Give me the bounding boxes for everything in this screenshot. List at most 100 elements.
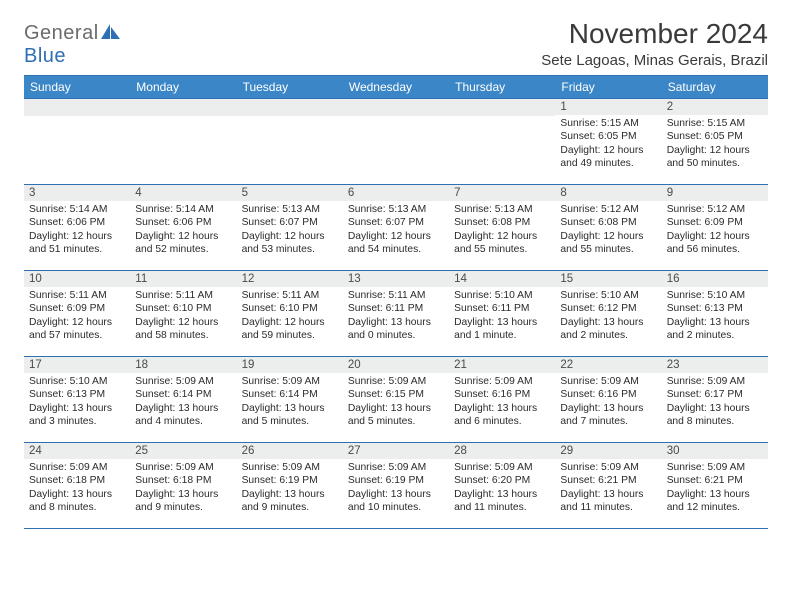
weekday-header: Tuesday: [237, 76, 343, 99]
weekday-header: Friday: [555, 76, 661, 99]
day-details: Sunrise: 5:13 AMSunset: 6:08 PMDaylight:…: [449, 201, 555, 260]
brand-logo: General Blue: [24, 18, 122, 68]
day-details: Sunrise: 5:10 AMSunset: 6:11 PMDaylight:…: [449, 287, 555, 346]
calendar-cell: 4Sunrise: 5:14 AMSunset: 6:06 PMDaylight…: [130, 185, 236, 271]
day-details: Sunrise: 5:12 AMSunset: 6:09 PMDaylight:…: [662, 201, 768, 260]
day-details: Sunrise: 5:11 AMSunset: 6:09 PMDaylight:…: [24, 287, 130, 346]
day-number: 18: [130, 357, 236, 373]
day-number: 17: [24, 357, 130, 373]
day-number: 3: [24, 185, 130, 201]
calendar-cell: [237, 99, 343, 185]
day-number: 19: [237, 357, 343, 373]
day-number: 24: [24, 443, 130, 459]
day-details: Sunrise: 5:12 AMSunset: 6:08 PMDaylight:…: [555, 201, 661, 260]
calendar-cell: 24Sunrise: 5:09 AMSunset: 6:18 PMDayligh…: [24, 443, 130, 529]
day-number: 11: [130, 271, 236, 287]
day-details: Sunrise: 5:11 AMSunset: 6:10 PMDaylight:…: [130, 287, 236, 346]
calendar-row: 3Sunrise: 5:14 AMSunset: 6:06 PMDaylight…: [24, 185, 768, 271]
calendar-cell: 27Sunrise: 5:09 AMSunset: 6:19 PMDayligh…: [343, 443, 449, 529]
day-details: Sunrise: 5:09 AMSunset: 6:16 PMDaylight:…: [555, 373, 661, 432]
day-number: 29: [555, 443, 661, 459]
calendar-cell: [130, 99, 236, 185]
calendar-head: SundayMondayTuesdayWednesdayThursdayFrid…: [24, 76, 768, 99]
day-details: Sunrise: 5:11 AMSunset: 6:11 PMDaylight:…: [343, 287, 449, 346]
empty-daynum: [343, 99, 449, 116]
calendar-cell: [343, 99, 449, 185]
calendar-cell: [449, 99, 555, 185]
calendar-cell: 25Sunrise: 5:09 AMSunset: 6:18 PMDayligh…: [130, 443, 236, 529]
day-number: 10: [24, 271, 130, 287]
day-details: Sunrise: 5:10 AMSunset: 6:13 PMDaylight:…: [662, 287, 768, 346]
day-details: Sunrise: 5:09 AMSunset: 6:18 PMDaylight:…: [24, 459, 130, 518]
day-details: Sunrise: 5:09 AMSunset: 6:14 PMDaylight:…: [237, 373, 343, 432]
day-number: 5: [237, 185, 343, 201]
day-details: Sunrise: 5:09 AMSunset: 6:18 PMDaylight:…: [130, 459, 236, 518]
brand-part1: General: [24, 22, 99, 44]
calendar-row: 1Sunrise: 5:15 AMSunset: 6:05 PMDaylight…: [24, 99, 768, 185]
day-details: Sunrise: 5:09 AMSunset: 6:19 PMDaylight:…: [343, 459, 449, 518]
calendar-cell: 16Sunrise: 5:10 AMSunset: 6:13 PMDayligh…: [662, 271, 768, 357]
day-details: Sunrise: 5:09 AMSunset: 6:21 PMDaylight:…: [555, 459, 661, 518]
calendar-body: 1Sunrise: 5:15 AMSunset: 6:05 PMDaylight…: [24, 99, 768, 529]
day-number: 2: [662, 99, 768, 115]
calendar-cell: 18Sunrise: 5:09 AMSunset: 6:14 PMDayligh…: [130, 357, 236, 443]
day-number: 15: [555, 271, 661, 287]
location-subtitle: Sete Lagoas, Minas Gerais, Brazil: [541, 52, 768, 69]
day-details: Sunrise: 5:09 AMSunset: 6:21 PMDaylight:…: [662, 459, 768, 518]
calendar-page: General Blue November 2024 Sete Lagoas, …: [0, 0, 792, 539]
calendar-row: 10Sunrise: 5:11 AMSunset: 6:09 PMDayligh…: [24, 271, 768, 357]
day-details: Sunrise: 5:10 AMSunset: 6:12 PMDaylight:…: [555, 287, 661, 346]
calendar-cell: 9Sunrise: 5:12 AMSunset: 6:09 PMDaylight…: [662, 185, 768, 271]
calendar-cell: 10Sunrise: 5:11 AMSunset: 6:09 PMDayligh…: [24, 271, 130, 357]
calendar-cell: 14Sunrise: 5:10 AMSunset: 6:11 PMDayligh…: [449, 271, 555, 357]
calendar-cell: 3Sunrise: 5:14 AMSunset: 6:06 PMDaylight…: [24, 185, 130, 271]
day-number: 14: [449, 271, 555, 287]
calendar-table: SundayMondayTuesdayWednesdayThursdayFrid…: [24, 75, 768, 529]
day-number: 12: [237, 271, 343, 287]
day-details: Sunrise: 5:09 AMSunset: 6:14 PMDaylight:…: [130, 373, 236, 432]
day-number: 1: [555, 99, 661, 115]
logo-text: General Blue: [24, 22, 122, 68]
weekday-header: Wednesday: [343, 76, 449, 99]
day-details: Sunrise: 5:13 AMSunset: 6:07 PMDaylight:…: [237, 201, 343, 260]
day-number: 25: [130, 443, 236, 459]
calendar-cell: 23Sunrise: 5:09 AMSunset: 6:17 PMDayligh…: [662, 357, 768, 443]
calendar-cell: 6Sunrise: 5:13 AMSunset: 6:07 PMDaylight…: [343, 185, 449, 271]
calendar-cell: 15Sunrise: 5:10 AMSunset: 6:12 PMDayligh…: [555, 271, 661, 357]
empty-daynum: [130, 99, 236, 116]
day-details: Sunrise: 5:09 AMSunset: 6:20 PMDaylight:…: [449, 459, 555, 518]
brand-part2: Blue: [24, 45, 66, 67]
calendar-cell: 17Sunrise: 5:10 AMSunset: 6:13 PMDayligh…: [24, 357, 130, 443]
day-details: Sunrise: 5:10 AMSunset: 6:13 PMDaylight:…: [24, 373, 130, 432]
day-number: 26: [237, 443, 343, 459]
calendar-cell: [24, 99, 130, 185]
day-details: Sunrise: 5:14 AMSunset: 6:06 PMDaylight:…: [24, 201, 130, 260]
weekday-header: Thursday: [449, 76, 555, 99]
calendar-cell: 28Sunrise: 5:09 AMSunset: 6:20 PMDayligh…: [449, 443, 555, 529]
day-number: 13: [343, 271, 449, 287]
day-details: Sunrise: 5:09 AMSunset: 6:16 PMDaylight:…: [449, 373, 555, 432]
calendar-cell: 29Sunrise: 5:09 AMSunset: 6:21 PMDayligh…: [555, 443, 661, 529]
day-number: 30: [662, 443, 768, 459]
calendar-cell: 8Sunrise: 5:12 AMSunset: 6:08 PMDaylight…: [555, 185, 661, 271]
calendar-cell: 30Sunrise: 5:09 AMSunset: 6:21 PMDayligh…: [662, 443, 768, 529]
calendar-cell: 11Sunrise: 5:11 AMSunset: 6:10 PMDayligh…: [130, 271, 236, 357]
empty-daynum: [237, 99, 343, 116]
day-details: Sunrise: 5:09 AMSunset: 6:17 PMDaylight:…: [662, 373, 768, 432]
weekday-header: Saturday: [662, 76, 768, 99]
sail-icon: [101, 24, 121, 45]
calendar-cell: 20Sunrise: 5:09 AMSunset: 6:15 PMDayligh…: [343, 357, 449, 443]
calendar-cell: 5Sunrise: 5:13 AMSunset: 6:07 PMDaylight…: [237, 185, 343, 271]
calendar-cell: 13Sunrise: 5:11 AMSunset: 6:11 PMDayligh…: [343, 271, 449, 357]
day-number: 23: [662, 357, 768, 373]
calendar-cell: 22Sunrise: 5:09 AMSunset: 6:16 PMDayligh…: [555, 357, 661, 443]
day-number: 4: [130, 185, 236, 201]
day-details: Sunrise: 5:13 AMSunset: 6:07 PMDaylight:…: [343, 201, 449, 260]
day-number: 22: [555, 357, 661, 373]
day-details: Sunrise: 5:15 AMSunset: 6:05 PMDaylight:…: [555, 115, 661, 174]
day-number: 8: [555, 185, 661, 201]
day-number: 16: [662, 271, 768, 287]
calendar-row: 24Sunrise: 5:09 AMSunset: 6:18 PMDayligh…: [24, 443, 768, 529]
day-number: 28: [449, 443, 555, 459]
weekday-header: Sunday: [24, 76, 130, 99]
